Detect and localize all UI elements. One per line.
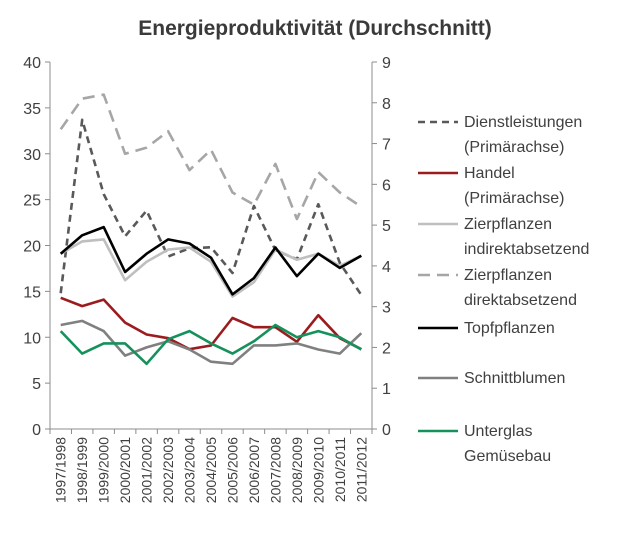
legend-label-3: Zierpflanzen [464, 216, 552, 233]
legend-label-2: (Primärachse) [464, 190, 564, 207]
x-tick-label: 2003/2004 [182, 437, 198, 503]
legend-label-7: Gemüsebau [464, 448, 551, 465]
x-tick-label: 2010/2011 [332, 437, 348, 502]
secondary-y-tick-label: 1 [382, 381, 391, 398]
secondary-y-tick-label: 3 [382, 300, 391, 317]
x-tick-label: 2006/2007 [246, 437, 262, 503]
primary-y-tick-label: 25 [23, 193, 41, 210]
legend-label-6: Schnittblumen [464, 370, 565, 387]
x-tick-label: 1999/2000 [96, 437, 112, 503]
legend-label-3: indirektabsetzend [464, 241, 589, 258]
legend-label-1: (Primärachse) [464, 139, 564, 156]
primary-y-tick-label: 15 [23, 284, 41, 301]
legend-label-7: Unterglas [464, 423, 532, 440]
secondary-y-tick-label: 8 [382, 96, 391, 113]
secondary-y-tick-label: 0 [382, 422, 391, 439]
secondary-y-tick-label: 5 [382, 218, 391, 235]
series-line-4 [59, 93, 363, 221]
x-tick-label: 2007/2008 [267, 437, 283, 503]
plot-area: 0 5 10 15 20 25 30 35 40 0 1 2 3 4 5 6 7 8 9 1997/1998 1998/… [23, 55, 391, 503]
primary-y-tick-label: 35 [23, 101, 41, 118]
series-line-5 [59, 225, 362, 296]
x-tick-label: 1998/1999 [74, 437, 90, 503]
secondary-y-tick-label: 9 [382, 55, 391, 72]
x-tick-label: 2011/2012 [353, 437, 369, 502]
primary-y-tick-label: 10 [23, 330, 41, 347]
secondary-y-tick-label: 6 [382, 177, 391, 194]
series-line-1 [59, 118, 363, 296]
legend-label-2: Handel [464, 165, 515, 182]
legend: Dienstleistungen (Primärachse) Handel (Prim… [418, 114, 589, 465]
x-tick-label: 2005/2006 [224, 437, 240, 503]
secondary-y-tick-label: 4 [382, 259, 391, 276]
x-tick-label: 2000/2001 [117, 437, 133, 503]
secondary-y-tick-label: 7 [382, 137, 391, 154]
primary-y-tick-label: 5 [32, 376, 41, 393]
x-tick-label: 2008/2009 [289, 437, 305, 503]
legend-label-5: Topfpflanzen [464, 320, 555, 337]
x-tick-label: 2002/2003 [160, 437, 176, 503]
x-tick-label: 2009/2010 [310, 437, 326, 503]
primary-y-tick-label: 40 [23, 55, 41, 72]
primary-y-tick-label: 20 [23, 239, 41, 256]
legend-label-1: Dienstleistungen [464, 114, 582, 131]
x-tick-label: 2004/2005 [203, 437, 219, 503]
series-line-6 [60, 319, 363, 366]
legend-label-4: Zierpflanzen [464, 267, 552, 284]
x-tick-label: 2001/2002 [139, 437, 155, 503]
chart-title: Energieproduktivität (Durchschnitt) [138, 17, 492, 40]
series-line-2 [60, 296, 362, 351]
legend-label-4: direktabsetzend [464, 292, 577, 309]
series-line-7 [59, 323, 362, 366]
primary-y-tick-label: 30 [23, 147, 41, 164]
series-line-3 [60, 238, 362, 298]
primary-y-tick-label: 0 [32, 422, 41, 439]
secondary-y-tick-label: 2 [382, 340, 391, 357]
x-tick-label: 1997/1998 [53, 437, 69, 503]
